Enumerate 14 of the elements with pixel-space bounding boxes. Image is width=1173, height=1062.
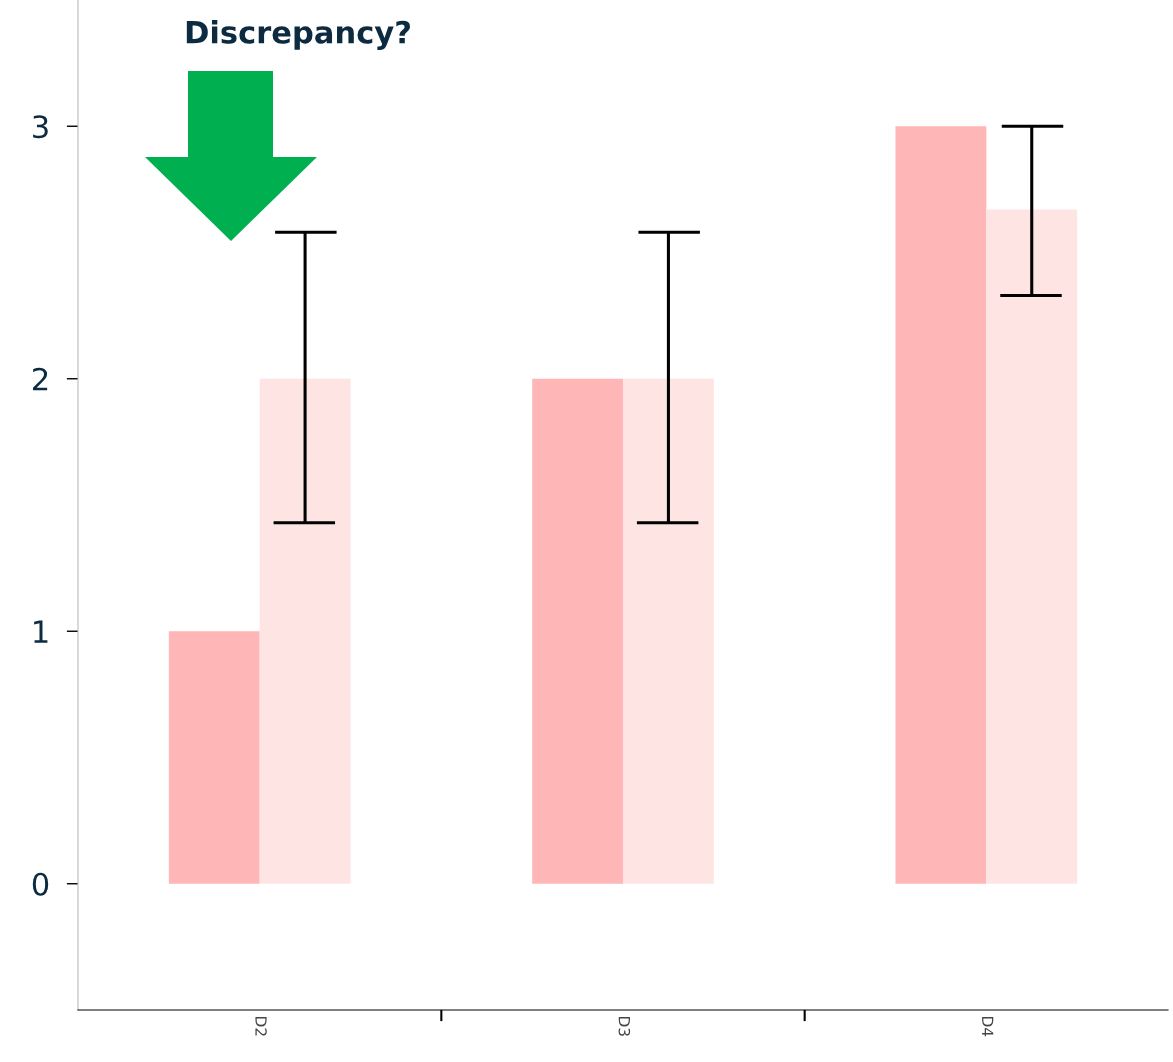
bar [986,209,1078,884]
x-tick-label: D4 [982,1017,994,1037]
bar [532,378,623,884]
annotation: Discrepancy? [186,20,410,50]
y-tick-label: 1 [34,620,48,643]
x-tick-label: D3 [618,1017,631,1036]
y-tick-label: 0 [32,872,49,896]
bar [168,631,260,884]
bar [623,378,714,884]
x-tick-label: D2 [255,1017,267,1036]
bar [895,126,987,884]
y-tick-label: 3 [33,115,48,139]
y-tick-label: 2 [33,367,48,391]
bar [259,378,351,884]
